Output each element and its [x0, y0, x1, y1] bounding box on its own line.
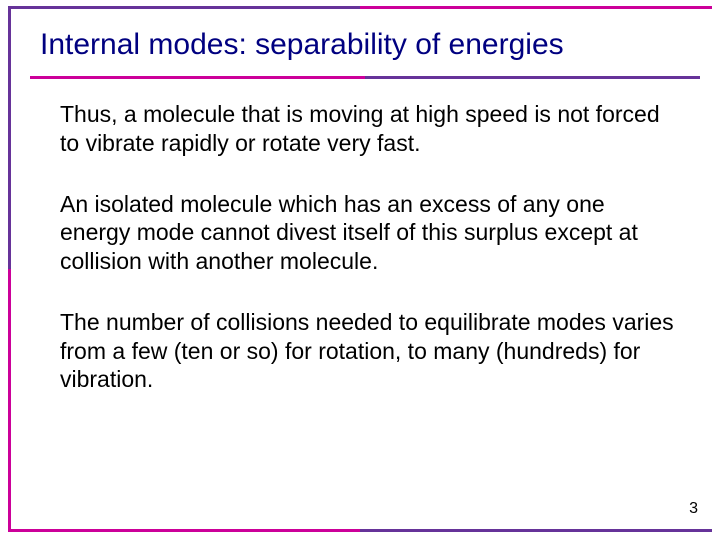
top-border-line [8, 6, 712, 9]
title-underline [30, 76, 700, 79]
slide: Internal modes: separability of energies… [0, 0, 720, 540]
paragraph: The number of collisions needed to equil… [60, 308, 680, 394]
paragraph: An isolated molecule which has an excess… [60, 190, 680, 276]
page-number: 3 [689, 500, 698, 518]
slide-body: Thus, a molecule that is moving at high … [60, 100, 680, 426]
slide-title: Internal modes: separability of energies [40, 28, 700, 62]
paragraph: Thus, a molecule that is moving at high … [60, 100, 680, 158]
bottom-border-line [8, 529, 712, 532]
left-border-line [8, 6, 11, 532]
